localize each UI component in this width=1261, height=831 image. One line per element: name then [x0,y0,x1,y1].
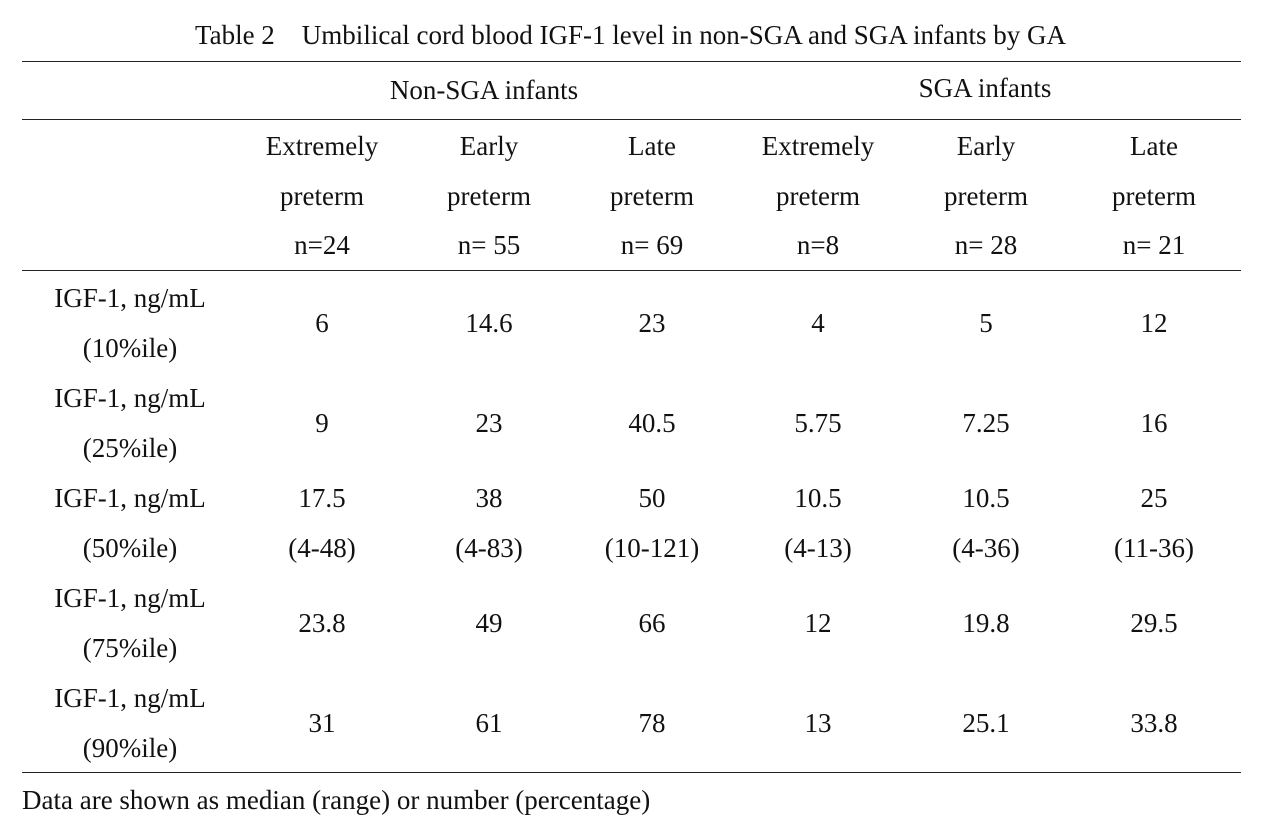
table-cell: 31 [308,708,336,738]
column-header-line: Late [1130,131,1178,161]
column-header-line: preterm [280,181,364,211]
row-label: IGF-1, ng/mL [54,483,206,513]
table-title: Table 2 Umbilical cord blood IGF-1 level… [194,20,1066,50]
table-cell: 23.8 [298,608,346,638]
column-header-line: Early [459,131,519,161]
table-cell: 61 [475,708,503,738]
row-label-percentile: (50%ile) [82,533,178,563]
column-header-line: Early [956,131,1016,161]
row-label: IGF-1, ng/mL [54,683,206,713]
column-header-line: Extremely [761,131,875,161]
median-cell: 25 [1140,483,1168,513]
table-footnote: Data are shown as median (range) or numb… [22,785,651,815]
range-cell: (10-121) [604,533,700,563]
column-header-line: preterm [610,181,694,211]
group-header-sga: SGA infants [918,73,1052,103]
table-cell: 5.75 [794,408,842,438]
row-label-percentile: (10%ile) [82,333,178,363]
table-cell: 40.5 [628,408,676,438]
column-header-count: n= 55 [457,230,521,260]
column-header-line: Late [628,131,676,161]
column-header-count: n= 28 [954,230,1018,260]
median-cell: 38 [475,483,503,513]
table-cell: 14.6 [465,308,513,338]
table-cell: 9 [315,408,329,438]
column-header-count: n=8 [796,230,840,260]
table-cell: 29.5 [1130,608,1178,638]
range-cell: (11-36) [1114,533,1194,563]
table-cell: 16 [1140,408,1168,438]
column-header-count: n= 69 [620,230,684,260]
median-cell: 10.5 [794,483,842,513]
range-cell: (4-48) [288,533,356,563]
range-cell: (4-36) [952,533,1020,563]
column-header-line: preterm [944,181,1028,211]
row-label: IGF-1, ng/mL [54,283,206,313]
column-header-count: n=24 [294,230,350,260]
table-cell: 6 [315,308,329,338]
row-label: IGF-1, ng/mL [54,383,206,413]
row-label: IGF-1, ng/mL [54,583,206,613]
range-cell: (4-83) [455,533,523,563]
median-cell: 17.5 [298,483,346,513]
group-rule [22,119,1241,120]
table-cell: 13 [804,708,832,738]
column-header-line: preterm [1112,181,1196,211]
table-cell: 23 [638,308,666,338]
median-cell: 10.5 [962,483,1010,513]
table-cell: 66 [638,608,666,638]
table-cell: 23 [475,408,503,438]
table-cell: 12 [804,608,832,638]
table-cell: 5 [979,308,993,338]
median-cell: 50 [638,483,666,513]
header-rule [22,270,1241,271]
range-cell: (4-13) [784,533,852,563]
group-header-non-sga: Non-SGA infants [389,75,579,105]
table-cell: 19.8 [962,608,1010,638]
table-cell: 4 [811,308,825,338]
column-header-line: Extremely [265,131,379,161]
table-cell: 33.8 [1130,708,1178,738]
table-cell: 12 [1140,308,1168,338]
row-label-percentile: (75%ile) [82,633,178,663]
column-header-count: n= 21 [1122,230,1186,260]
column-header-line: preterm [447,181,531,211]
top-rule [22,61,1241,62]
row-label-percentile: (25%ile) [82,433,178,463]
table-cell: 78 [638,708,666,738]
column-header-line: preterm [776,181,860,211]
row-label-percentile: (90%ile) [82,733,178,763]
table-cell: 49 [475,608,503,638]
table-cell: 25.1 [962,708,1010,738]
bottom-rule [22,772,1241,773]
table-cell: 7.25 [962,408,1010,438]
